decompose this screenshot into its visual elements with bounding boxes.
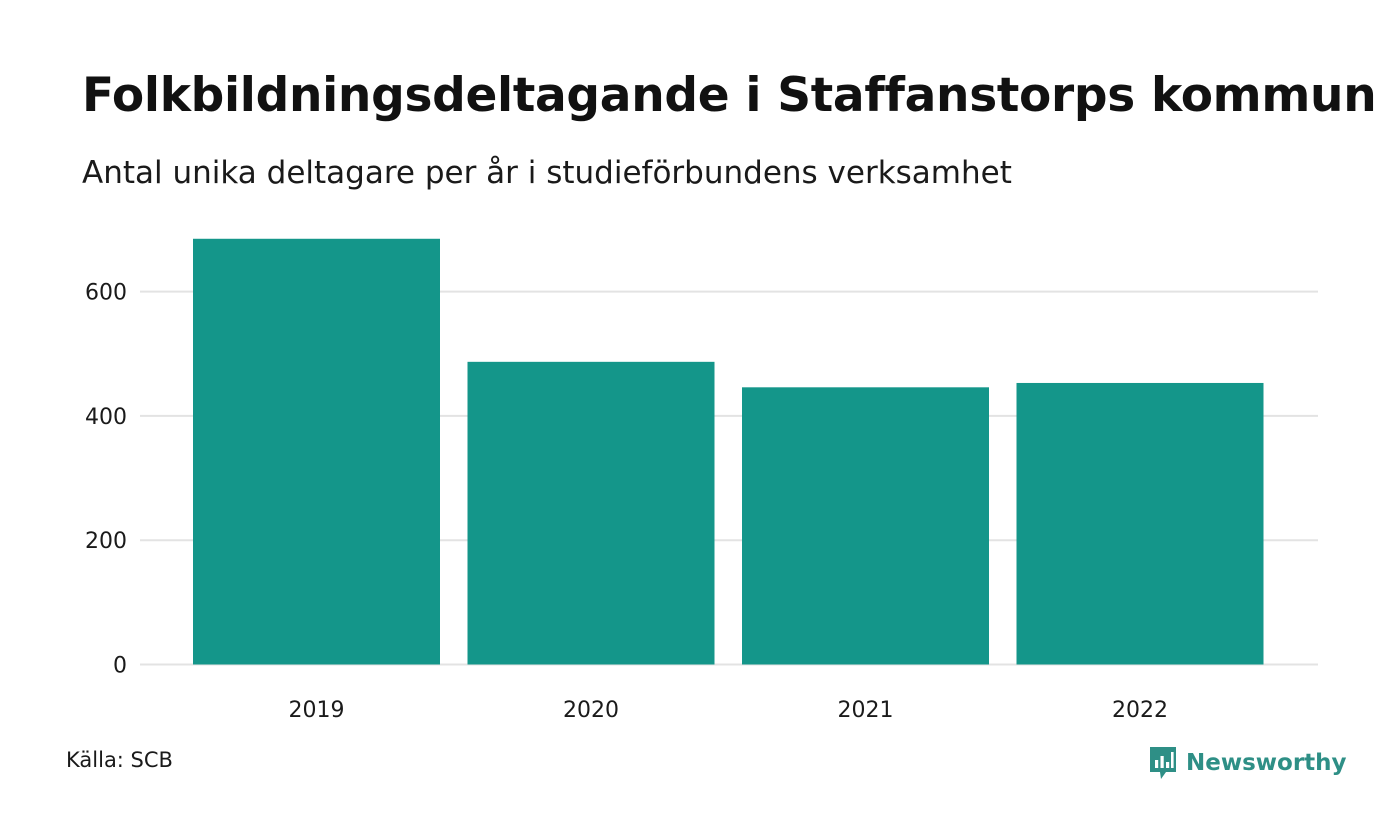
bar-chart: 0 200 400 600 2019 2020 2021 2022 [85, 238, 1318, 723]
x-tick-label: 2022 [1112, 698, 1168, 723]
x-tick-label: 2019 [289, 698, 345, 723]
brand-name: Newsworthy [1186, 750, 1347, 776]
x-axis-ticks: 2019 2020 2021 2022 [289, 698, 1169, 723]
y-tick-label: 200 [85, 529, 127, 554]
brand-logo: Newsworthy [1148, 744, 1347, 782]
bar-2021 [742, 387, 989, 665]
bar-2022 [1016, 382, 1264, 665]
bars [193, 238, 1264, 665]
bar-chart-bubble-icon [1150, 747, 1176, 779]
source-note: Källa: SCB [66, 748, 173, 772]
bar-2019 [193, 238, 440, 665]
y-axis-ticks: 0 200 400 600 [85, 281, 127, 679]
x-tick-label: 2021 [838, 698, 894, 723]
x-tick-label: 2020 [563, 698, 619, 723]
chart-title: Folkbildningsdeltagande i Staffanstorps … [82, 68, 1377, 123]
y-tick-label: 0 [113, 654, 127, 679]
chart-subtitle: Antal unika deltagare per år i studieför… [82, 155, 1012, 191]
y-tick-label: 600 [85, 281, 127, 306]
y-tick-label: 400 [85, 405, 127, 430]
bar-2020 [467, 361, 715, 665]
